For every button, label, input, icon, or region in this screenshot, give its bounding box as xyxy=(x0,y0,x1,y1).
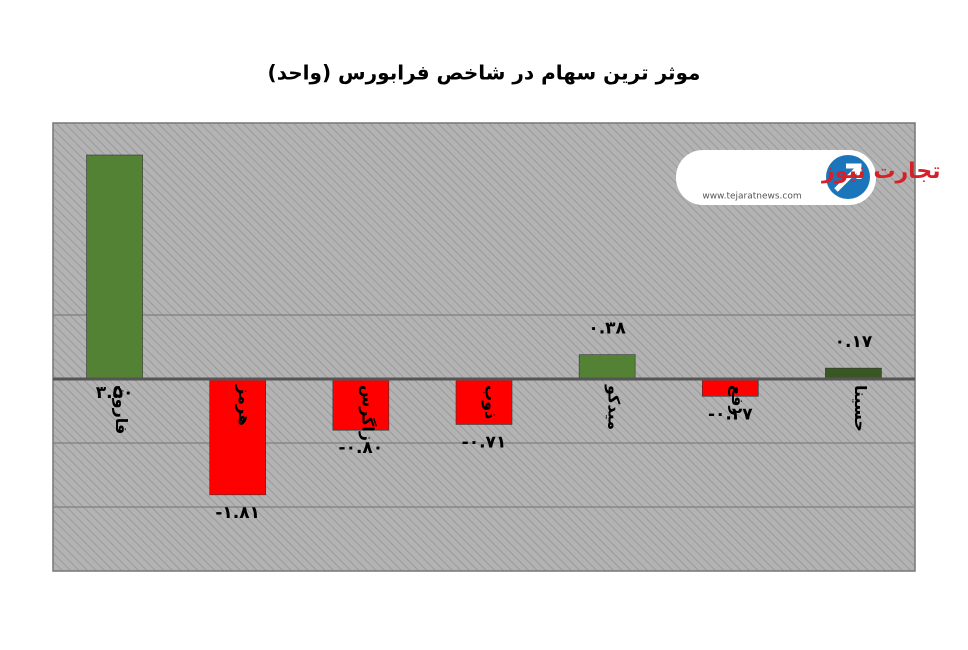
x-tick-label: زاگرس xyxy=(358,385,377,441)
value-label: ۰.۱۷ xyxy=(835,332,873,352)
logo: تجارت نیوز www.tejaratnews.com xyxy=(676,150,941,205)
x-tick-label: رفع xyxy=(728,385,747,416)
logo-arrow xyxy=(834,163,862,192)
value-label: -۰.۲۷ xyxy=(708,404,753,424)
value-label: ۰.۳۸ xyxy=(588,319,626,339)
value-label: -۰.۸۰ xyxy=(339,438,384,458)
logo-background xyxy=(676,150,876,205)
x-tick-label: فارون xyxy=(112,385,131,434)
logo-url: www.tejaratnews.com xyxy=(702,192,801,202)
bar xyxy=(578,354,636,380)
bar xyxy=(825,367,882,380)
chart-title: موثر ترین سهام در شاخص فرابورس (واحد) xyxy=(268,61,701,85)
bar xyxy=(455,378,513,425)
x-tick-label: هرمز xyxy=(235,384,254,426)
bar xyxy=(209,378,267,496)
value-label: -۰.۷۱ xyxy=(462,432,507,452)
bar xyxy=(332,378,390,431)
bar xyxy=(86,154,143,380)
value-label: -۱.۸۱ xyxy=(215,503,260,523)
value-label: ۳.۵۰ xyxy=(96,383,134,403)
logo-name: تجارت نیوز xyxy=(821,159,941,184)
x-tick-label: ذوب xyxy=(482,385,501,419)
x-tick-label: حسینا xyxy=(851,385,870,432)
x-tick-label: میدکو xyxy=(605,384,624,430)
